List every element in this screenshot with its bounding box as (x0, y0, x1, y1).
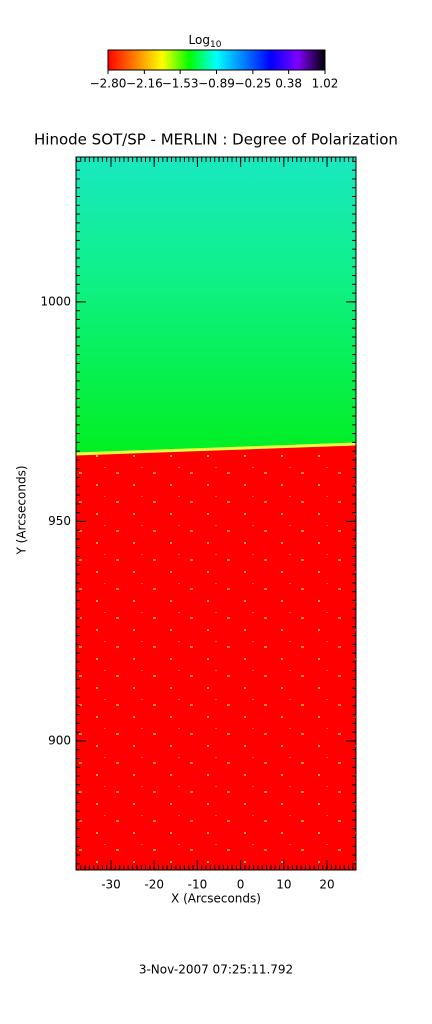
chart-title: Hinode SOT/SP - MERLIN : Degree of Polar… (34, 131, 398, 149)
x-tick-label: 0 (237, 878, 245, 892)
colorbar-tick-label: 1.02 (312, 77, 339, 91)
colorbar-tick-label: −0.25 (234, 77, 271, 91)
x-axis-label: X (Arcseconds) (171, 892, 261, 906)
image (75, 157, 357, 870)
y-tick-label: 950 (48, 514, 71, 528)
plot-frame (75, 156, 357, 871)
y-tick-label: 1000 (40, 294, 71, 308)
x-tick-label: -20 (144, 878, 164, 892)
colorbar-tick-label: −2.16 (126, 77, 163, 91)
colorbar-tick-label: −1.53 (162, 77, 199, 91)
colorbar-tick-label: −0.89 (198, 77, 235, 91)
footer-date: 3-Nov-2007 07:25:11.792 (139, 963, 293, 977)
x-tick-label: 20 (319, 878, 334, 892)
x-tick-label: 10 (276, 878, 291, 892)
limb (75, 442, 357, 456)
x-tick-label: -10 (188, 878, 208, 892)
y-axis-label: Y (Arcseconds) (15, 465, 29, 555)
image-upper (76, 157, 356, 457)
colorbar-tick-label: −2.80 (90, 77, 127, 91)
colorbar-tick-label: 0.38 (275, 77, 302, 91)
colorbar (107, 49, 326, 71)
y-tick-label: 900 (48, 733, 71, 747)
colorbar-label: Log10 (189, 33, 222, 50)
image-lower (76, 445, 356, 870)
x-tick-label: -30 (101, 878, 121, 892)
